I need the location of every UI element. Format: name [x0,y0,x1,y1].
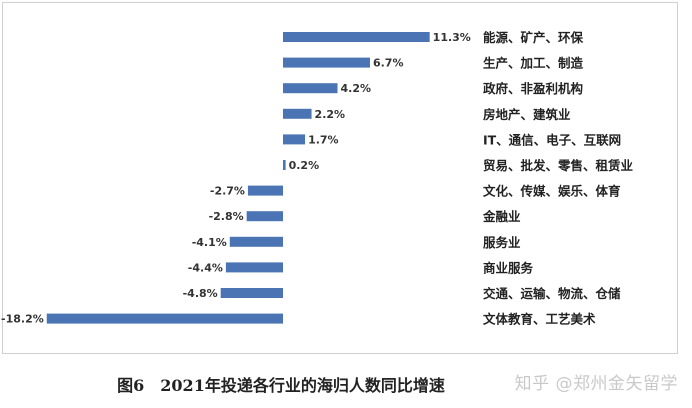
category-label-1: 能源、矿产、环保 [483,30,584,45]
category-label-11: 交通、运输、物流、仓储 [483,286,621,301]
bar-11 [220,288,283,298]
category-label-10: 商业服务 [483,260,534,275]
bar-2 [283,57,370,68]
bar-1 [283,32,430,42]
data-label-9: -4.1% [192,236,227,249]
data-label-6: 0.2% [289,159,320,172]
data-label-2: 6.7% [373,57,404,70]
category-label-3: 政府、非盈利机构 [483,81,583,96]
chart-caption: 图6 2021年投递各行业的海归人数同比增速 [0,372,692,396]
category-label-2: 生产、加工、制造 [483,56,584,71]
category-label-5: IT、通信、电子、互联网 [483,132,621,147]
bar-chart: 11.3% 能源、矿产、环保 6.7% 生产、加工、制造 4.2% 政府、非盈利机构 2.2… [1,30,634,327]
data-label-5: 1.7% [308,133,339,146]
bar-6 [283,160,286,170]
data-label-3: 4.2% [341,82,372,95]
category-label-7: 文化、传媒、娱乐、体育 [483,184,621,199]
watermark: 知乎 @郑州金矢留学 [514,374,678,394]
bar-9 [229,236,283,247]
bar-3 [283,83,338,94]
data-label-11: -4.8% [183,287,218,300]
bar-10 [225,262,283,273]
category-label-6: 贸易、批发、零售、租赁业 [483,158,634,173]
data-label-8: -2.8% [209,210,244,223]
data-label-7: -2.7% [210,185,245,198]
category-label-12: 文体教育、工艺美术 [483,312,596,327]
bar-4 [283,108,312,119]
category-label-8: 金融业 [482,209,521,224]
category-label-9: 服务业 [483,235,521,250]
bar-12 [46,313,283,324]
bar-7 [247,185,283,196]
chart-title: 图6 2021年投递各行业的海归人数同比增速 [117,376,445,395]
data-label-4: 2.2% [315,108,346,121]
data-label-1: 11.3% [433,31,471,44]
data-label-12: -18.2% [1,313,44,326]
bar-8 [246,211,283,222]
category-label-4: 房地产、建筑业 [483,107,571,122]
bar-5 [283,134,306,145]
data-label-10: -4.4% [188,261,223,274]
